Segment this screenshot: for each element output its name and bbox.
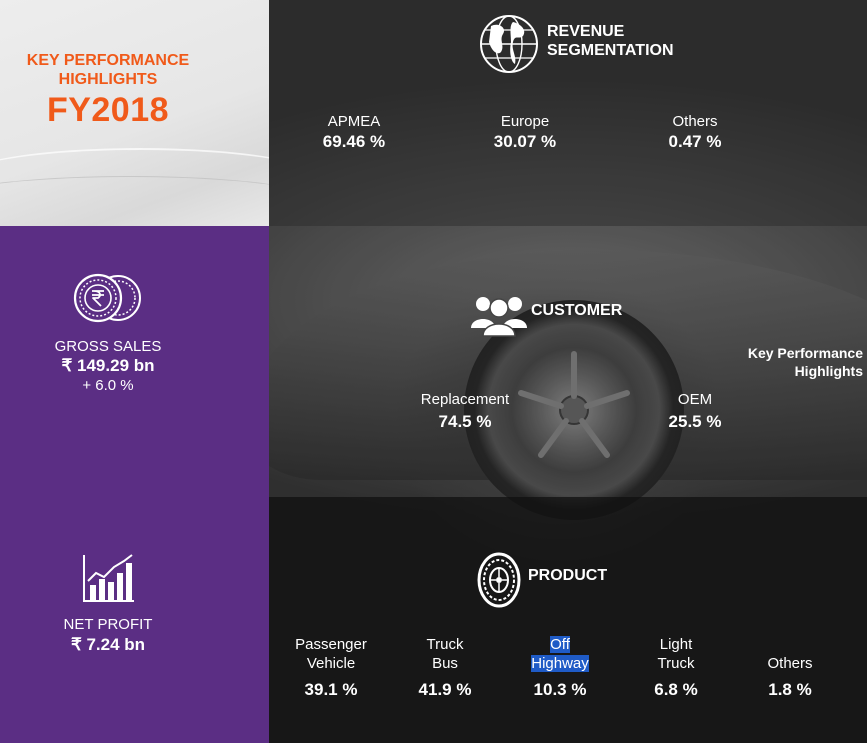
kpi-tile: KEY PERFORMANCE HIGHLIGHTS FY2018 bbox=[0, 0, 269, 226]
customer-item-value: 74.5 % bbox=[438, 412, 492, 431]
right-panel: REVENUE SEGMENTATION APMEA 69.46 % Europ… bbox=[269, 0, 867, 743]
revenue-title-line2: SEGMENTATION bbox=[547, 41, 674, 59]
side-note-line2: Highlights bbox=[794, 363, 863, 379]
product-item-value: 41.9 % bbox=[418, 680, 472, 699]
kpi-subtitle-line1: KEY PERFORMANCE bbox=[26, 52, 190, 69]
product-item-others: Others 1.8 % bbox=[750, 635, 830, 701]
decorative-swoosh bbox=[0, 148, 269, 208]
product-item-value: 1.8 % bbox=[768, 680, 812, 699]
customer-item-label: Replacement bbox=[420, 391, 510, 408]
revenue-heading: REVENUE SEGMENTATION bbox=[477, 12, 674, 81]
net-profit-value: ₹ 7.24 bn bbox=[70, 635, 146, 654]
product-item-light-truck: Light Truck 6.8 % bbox=[636, 635, 716, 701]
product-item-value: 10.3 % bbox=[533, 680, 587, 699]
kpi-subtitle: KEY PERFORMANCE HIGHLIGHTS bbox=[0, 51, 216, 89]
product-item-label-line2: Truck bbox=[657, 655, 695, 672]
rupee-coins-icon bbox=[0, 272, 216, 324]
people-icon bbox=[469, 292, 529, 343]
customer-title: CUSTOMER bbox=[531, 302, 623, 319]
revenue-title-line1: REVENUE bbox=[547, 22, 625, 40]
net-profit-label: NET PROFIT bbox=[63, 616, 153, 633]
net-profit-tile: NET PROFIT ₹ 7.24 bn bbox=[0, 497, 269, 743]
product-item-label-line1 bbox=[750, 635, 830, 654]
customer-item-value: 25.5 % bbox=[668, 412, 722, 431]
decorative-swoosh bbox=[0, 176, 269, 226]
product-item-label-line1: Passenger bbox=[295, 636, 367, 653]
product-item-label-line2: Bus bbox=[432, 655, 458, 672]
side-note: Key Performance Highlights bbox=[748, 344, 863, 380]
product-item-label-line1: Light bbox=[659, 636, 693, 653]
revenue-section: REVENUE SEGMENTATION APMEA 69.46 % Europ… bbox=[269, 0, 867, 226]
product-heading: PRODUCT bbox=[476, 552, 607, 613]
product-section: PRODUCT Passenger Vehicle 39.1 % Truck B… bbox=[269, 497, 867, 743]
wheel-spokes bbox=[518, 351, 630, 458]
gross-sales-label: GROSS SALES bbox=[54, 338, 162, 355]
side-note-line1: Key Performance bbox=[747, 345, 863, 361]
revenue-item-value: 69.46 % bbox=[322, 132, 386, 151]
gross-sales-change: + 6.0 % bbox=[82, 377, 134, 394]
revenue-item-value: 30.07 % bbox=[493, 132, 557, 151]
product-title: PRODUCT bbox=[528, 567, 608, 584]
revenue-item-label: APMEA bbox=[327, 113, 381, 130]
customer-section: CUSTOMER Replacement 74.5 % OEM 25.5 % bbox=[269, 226, 867, 497]
revenue-item-europe: Europe 30.07 % bbox=[480, 112, 570, 153]
product-item-off-highway: Off Highway 10.3 % bbox=[520, 635, 600, 701]
product-item-label-line2: Others bbox=[767, 655, 813, 672]
product-item-value: 6.8 % bbox=[654, 680, 698, 699]
revenue-item-label: Others bbox=[672, 113, 718, 130]
customer-item-label: OEM bbox=[677, 391, 713, 408]
product-item-value: 39.1 % bbox=[304, 680, 358, 699]
product-item-label-line2: Highway bbox=[531, 655, 589, 672]
globe-icon bbox=[477, 12, 541, 81]
product-item-label-line1: Truck bbox=[426, 636, 464, 653]
revenue-item-value: 0.47 % bbox=[668, 132, 722, 151]
growth-chart-icon bbox=[0, 551, 216, 605]
revenue-item-label: Europe bbox=[500, 113, 550, 130]
customer-item-oem: OEM 25.5 % bbox=[655, 390, 735, 433]
product-item-label-line1: Off bbox=[550, 636, 570, 653]
kpi-subtitle-line2: HIGHLIGHTS bbox=[58, 71, 158, 88]
gross-sales-value: ₹ 149.29 bn bbox=[61, 356, 155, 375]
customer-item-replacement: Replacement 74.5 % bbox=[415, 390, 515, 433]
product-item-passenger-vehicle: Passenger Vehicle 39.1 % bbox=[283, 635, 379, 701]
product-item-label-line2: Vehicle bbox=[306, 655, 356, 672]
tyre-icon bbox=[476, 552, 522, 613]
kpi-year: FY2018 bbox=[46, 91, 170, 129]
revenue-item-apmea: APMEA 69.46 % bbox=[309, 112, 399, 153]
gross-sales-tile: GROSS SALES ₹ 149.29 bn + 6.0 % bbox=[0, 226, 269, 497]
product-item-truck-bus: Truck Bus 41.9 % bbox=[405, 635, 485, 701]
revenue-item-others: Others 0.47 % bbox=[650, 112, 740, 153]
customer-heading: CUSTOMER bbox=[469, 292, 622, 343]
